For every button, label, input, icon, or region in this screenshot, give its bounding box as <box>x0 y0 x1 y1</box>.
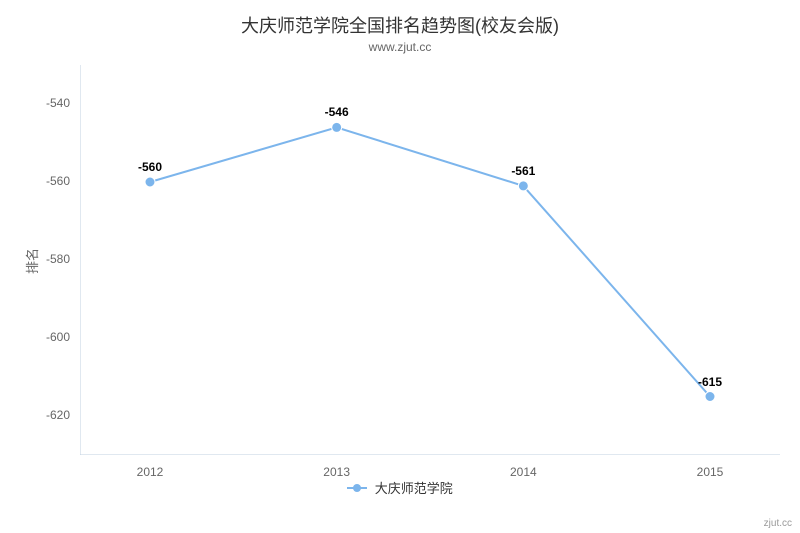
legend: 大庆师范学院 <box>0 478 800 497</box>
data-label: -546 <box>325 105 349 119</box>
chart-title: 大庆师范学院全国排名趋势图(校友会版) <box>0 12 800 38</box>
legend-dot-icon <box>353 484 361 492</box>
data-label: -560 <box>138 160 162 174</box>
ranking-trend-chart: 大庆师范学院全国排名趋势图(校友会版) www.zjut.cc 排名 -540-… <box>0 0 800 533</box>
y-tick-label: -560 <box>22 174 70 188</box>
y-tick-label: -600 <box>22 330 70 344</box>
line-series-svg <box>80 65 780 455</box>
watermark: zjut.cc <box>764 518 792 529</box>
data-label: -615 <box>698 375 722 389</box>
x-tick-label: 2014 <box>493 465 553 479</box>
data-label: -561 <box>511 164 535 178</box>
x-tick-label: 2015 <box>680 465 740 479</box>
legend-label: 大庆师范学院 <box>375 481 453 496</box>
x-tick-label: 2013 <box>307 465 367 479</box>
plot-area <box>80 65 780 455</box>
y-tick-label: -540 <box>22 96 70 110</box>
x-tick-label: 2012 <box>120 465 180 479</box>
chart-subtitle: www.zjut.cc <box>0 40 800 54</box>
y-tick-label: -580 <box>22 252 70 266</box>
legend-marker <box>347 482 367 494</box>
y-tick-label: -620 <box>22 408 70 422</box>
